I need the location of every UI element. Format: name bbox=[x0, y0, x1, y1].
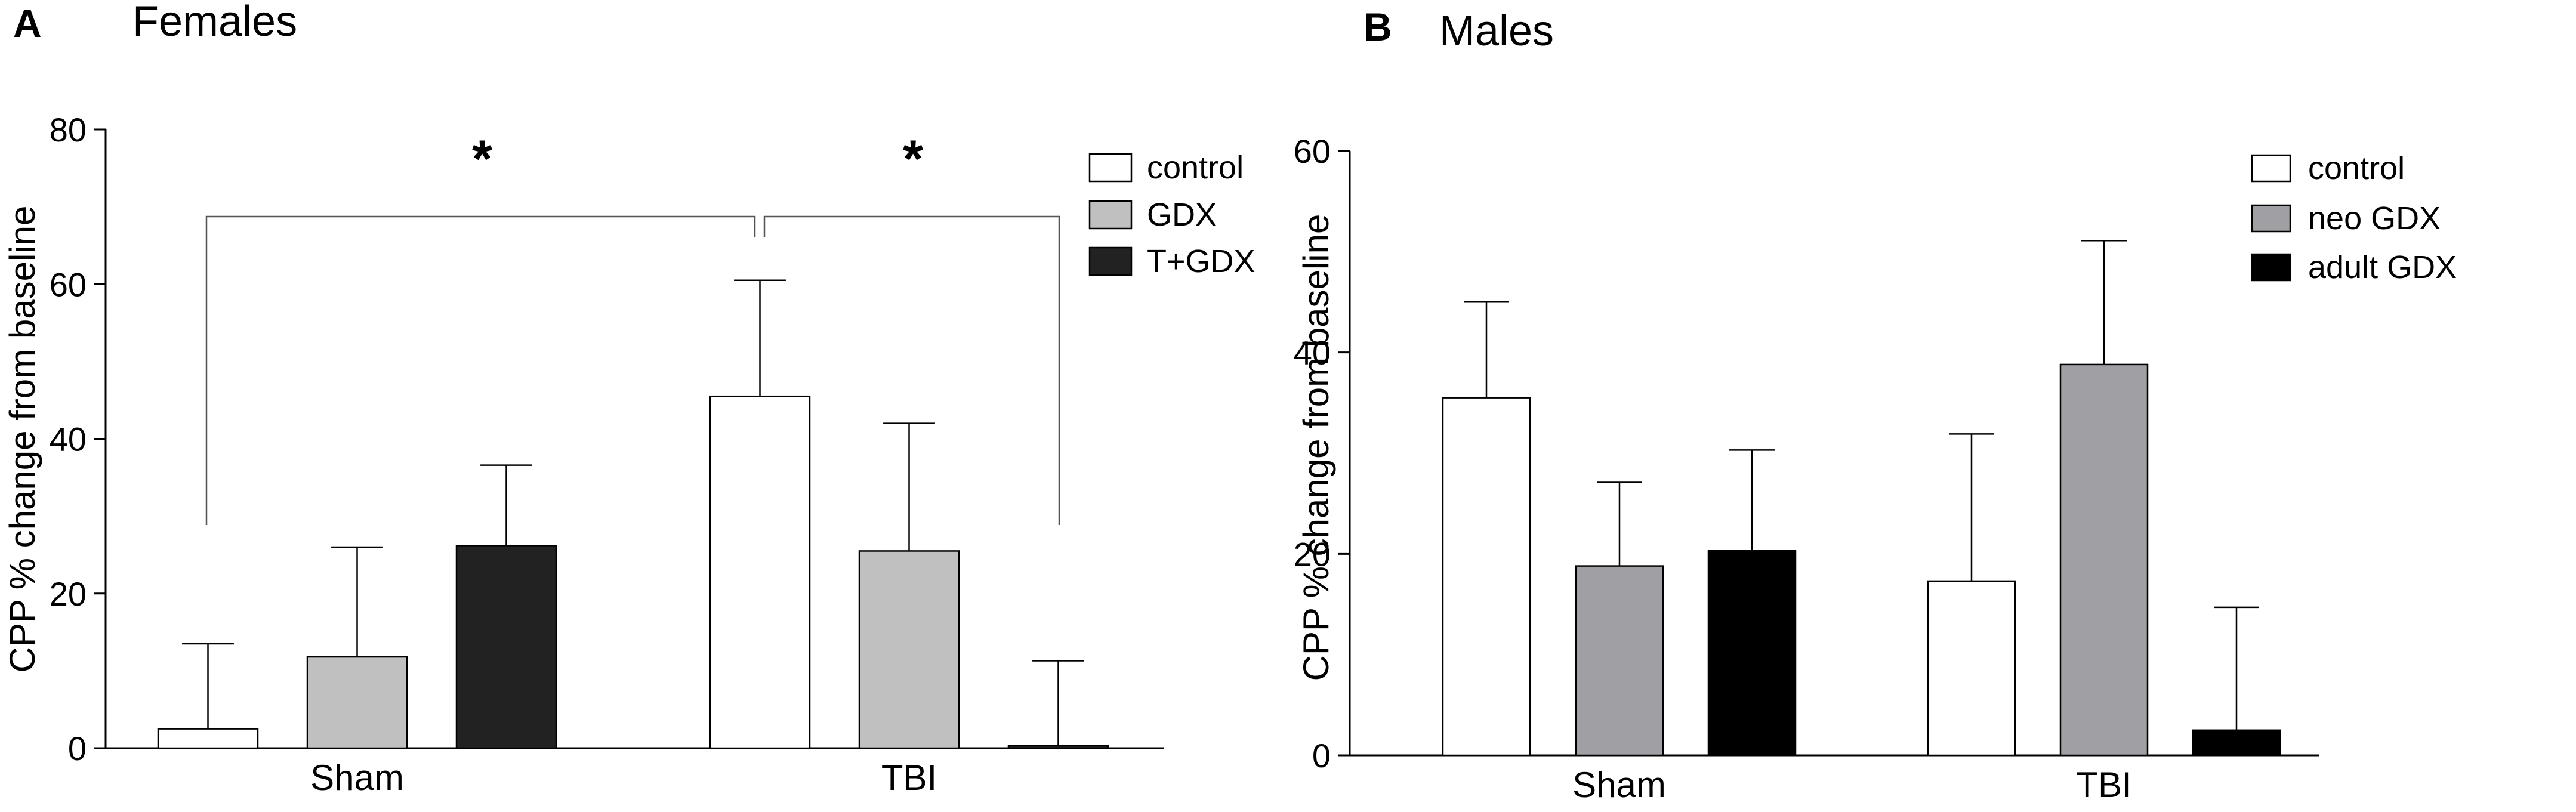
legend-label: control bbox=[2308, 150, 2405, 186]
significance-star: * bbox=[472, 129, 493, 188]
x-category-label: Sham bbox=[310, 758, 404, 798]
bar-tbi-adult-gdx bbox=[2192, 729, 2281, 757]
chart-panel-a: A Females 0 20 40 60 80 CPP % change from basel… bbox=[2, 0, 1255, 798]
y-tick-label: 20 bbox=[50, 575, 87, 613]
panel-letter: B bbox=[1363, 5, 1392, 49]
legend-label: control bbox=[1147, 150, 1244, 186]
legend-label: GDX bbox=[1147, 197, 1217, 233]
bar-sham-t-gdx bbox=[455, 545, 557, 749]
bar-tbi-neo-gdx bbox=[2059, 363, 2149, 757]
significance-bracket bbox=[205, 215, 1060, 525]
legend-swatch bbox=[2251, 154, 2291, 183]
legend-swatch bbox=[1088, 246, 1133, 276]
significance-star: * bbox=[903, 129, 924, 188]
bar-tbi-t-gdx bbox=[1007, 745, 1109, 749]
y-tick-label: 80 bbox=[50, 111, 87, 149]
x-category-label: TBI bbox=[881, 758, 937, 798]
bar-tbi-gdx bbox=[858, 550, 960, 749]
x-category-label: Sham bbox=[1572, 765, 1666, 805]
y-tick-label: 0 bbox=[1312, 737, 1331, 774]
y-tick-label: 40 bbox=[1294, 334, 1331, 372]
x-category-label: TBI bbox=[2076, 765, 2131, 805]
bar-sham-control bbox=[157, 728, 259, 749]
legend-label: adult GDX bbox=[2308, 249, 2457, 285]
panel-title: Males bbox=[1439, 7, 1554, 55]
y-tick-label: 60 bbox=[50, 265, 87, 303]
bar-sham-gdx bbox=[306, 656, 408, 749]
bar-sham-neo-gdx bbox=[1575, 565, 1664, 757]
legend-swatch bbox=[1088, 200, 1133, 230]
legend-label: T+GDX bbox=[1147, 243, 1255, 279]
legend-swatch bbox=[2251, 253, 2291, 282]
y-tick-label: 20 bbox=[1294, 535, 1331, 573]
y-tick-label: 40 bbox=[50, 421, 87, 458]
legend-label: neo GDX bbox=[2308, 200, 2441, 236]
y-tick-label: 60 bbox=[1294, 132, 1331, 170]
bar-sham-control bbox=[1442, 397, 1531, 757]
y-axis-title: CPP % change from baseline bbox=[2, 206, 42, 673]
legend-swatch bbox=[2251, 204, 2291, 233]
y-axis-title: CPP % change from baseline bbox=[1296, 214, 1336, 681]
panel-letter: A bbox=[13, 1, 42, 45]
chart-panel-b: B Males 0 20 40 60 CPP % change from baseline S… bbox=[1294, 5, 2457, 805]
y-tick-label: 0 bbox=[68, 730, 87, 767]
bar-sham-adult-gdx bbox=[1707, 550, 1797, 757]
bar-tbi-control bbox=[1927, 580, 2016, 757]
panel-title: Females bbox=[132, 0, 297, 45]
legend-swatch bbox=[1088, 153, 1133, 183]
bar-tbi-control bbox=[709, 395, 811, 749]
